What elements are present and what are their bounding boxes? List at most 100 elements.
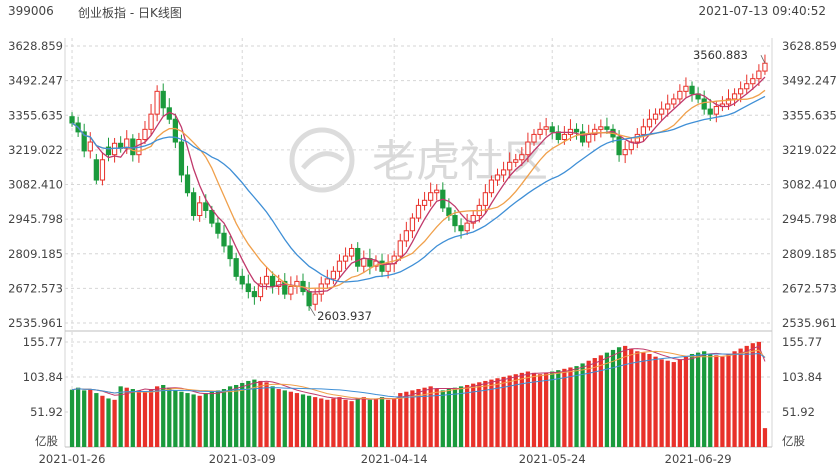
candle-body [434,189,440,194]
volume-bar [428,386,433,447]
candle-body [336,260,343,272]
ma10-line [71,89,766,290]
candle-body [209,209,215,224]
volume-bar [556,370,561,447]
volume-bar [507,375,512,447]
volume-bar [623,345,628,447]
index-code: 399006 [8,4,54,18]
candle-body [221,232,227,247]
candle-body [725,98,732,105]
candles [69,54,768,311]
price-tick-left: 3492.247 [8,74,63,88]
candle-body [531,133,537,143]
candle-body [482,192,488,206]
candle-body [549,126,555,133]
candle-body [233,258,239,277]
candle-body [288,285,294,295]
volume-bar [416,389,421,447]
volume-bar [94,393,99,447]
volume-bar [361,397,366,447]
date-tick: 2021-05-24 [519,452,586,466]
volume-bar [142,391,148,447]
candle-body [513,159,519,163]
price-tick-right: 3082.410 [782,178,837,192]
candle-body [421,199,428,206]
watermark: 老虎社区 [289,127,548,193]
volume-bar [610,349,616,447]
candle-body [397,240,403,257]
candle-body [81,131,87,152]
volume-bar [404,391,409,447]
candle-body [677,90,683,100]
volume-bar [501,376,506,447]
volume-bar [586,360,591,447]
candle-body [470,215,476,224]
candle-body [312,293,318,305]
volume-bar [562,368,567,447]
volume-bar [185,393,190,447]
volume-bar [112,399,117,447]
volume-bar [422,387,427,447]
volume-bar [574,366,579,447]
candle-body [178,141,185,176]
volume-bar [762,428,768,447]
candle-body [148,113,154,130]
ma20-line [71,95,766,283]
volume-bar [434,389,439,447]
price-tick-left: 3219.022 [8,143,63,157]
volume-bar [592,358,597,447]
candle-body [640,126,647,135]
candle-body [93,159,99,181]
volume-bar [629,348,634,447]
volume-bar [568,367,573,447]
volume-bar [531,372,537,447]
volume-bar [550,371,555,447]
price-tick-left: 2809.185 [8,247,63,261]
price-tick-left: 3082.410 [8,178,63,192]
volume-bar [191,394,196,447]
price-tick-left: 2672.573 [8,281,63,295]
volume-bar [483,380,488,447]
candle-body [458,225,464,232]
volume-tick-right: 51.92 [782,405,815,419]
volume-bar [677,359,682,447]
volume-bar [325,399,330,447]
volume-bar [750,343,755,447]
candle-body [713,106,719,115]
volume-bar [544,372,549,447]
volume-bar [598,355,603,447]
candle-body [659,108,665,115]
candle-body [190,192,197,217]
price-tick-left: 2945.798 [8,212,63,226]
date-tick: 2021-03-09 [209,452,276,466]
volume-bar [410,390,415,447]
volume-tick-left: 103.84 [23,370,63,384]
volume-bar [124,387,129,447]
watermark-logo-mark [301,151,345,170]
moving-average-lines [71,76,766,293]
volume-bar [69,389,75,447]
candle-body [227,245,233,260]
candle-body [652,113,659,120]
volume-tick-right: 155.77 [782,335,822,349]
candle-body [738,88,744,95]
price-tick-right: 2535.961 [782,316,837,330]
candle-body [245,283,251,293]
candle-body [543,126,549,130]
low-price-label: 2603.937 [317,309,372,323]
volume-bar [252,379,257,447]
volume-bar [519,372,524,447]
candle-body [622,149,628,156]
volume-tick-left: 51.92 [30,405,63,419]
volume-bar [167,387,172,447]
volume-tick-left: 155.77 [23,335,63,349]
volume-bar [82,390,87,447]
candle-body [184,174,191,194]
volume-bar [647,353,652,447]
candle-body [701,98,707,110]
candle-body [403,230,409,242]
volume-bar [720,356,725,447]
volume-bar [118,386,123,447]
candle-body [69,116,75,124]
